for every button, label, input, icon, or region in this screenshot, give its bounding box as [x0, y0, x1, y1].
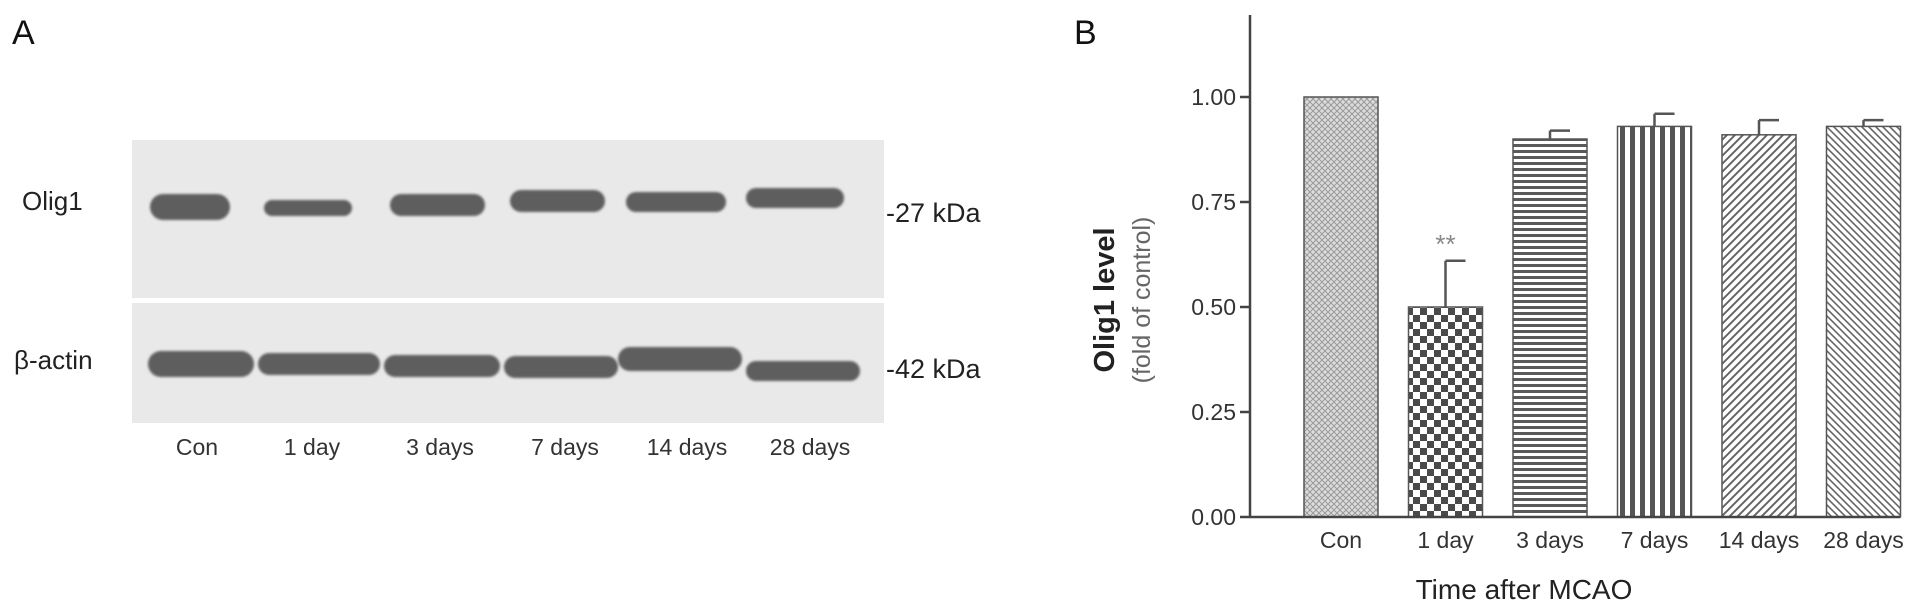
- blot-band: [746, 188, 844, 208]
- bar-1-day: [1407, 306, 1484, 518]
- bar-28-days: [1825, 125, 1902, 518]
- x-tick-label: Con: [1320, 527, 1362, 553]
- blot-strip-olig1: [132, 140, 884, 298]
- blot-band: [504, 356, 618, 378]
- blot-band: [510, 190, 605, 212]
- y-tick-label: 0.25: [1191, 399, 1236, 425]
- y-tick-label: 0.00: [1191, 504, 1236, 530]
- y-axis-label: Olig1 level: [1089, 227, 1121, 372]
- bar-3-days: [1512, 138, 1588, 518]
- error-bars-group: [1444, 112, 1884, 307]
- significance-annotation: **: [1435, 229, 1455, 259]
- bar-7-days: [1616, 125, 1693, 518]
- blot-lane-label: Con: [175, 434, 219, 460]
- blot-band: [264, 200, 352, 216]
- blot-strip-actin: [132, 303, 884, 423]
- x-tick-label: 14 days: [1719, 527, 1800, 553]
- panel-letter-a: A: [12, 14, 35, 52]
- blot-band: [150, 194, 230, 220]
- blot-band: [148, 351, 254, 377]
- blot-band: [618, 347, 742, 371]
- blot-lane-label: 28 days: [769, 434, 851, 460]
- bars-group: [1303, 96, 1902, 518]
- blot-band: [390, 194, 485, 216]
- blot-band: [626, 192, 726, 212]
- blot-band: [384, 355, 500, 377]
- panel-letter-b: B: [1074, 14, 1097, 52]
- blot-lane-label: 3 days: [406, 434, 474, 460]
- y-axis-sublabel: (fold of control): [1128, 217, 1156, 384]
- blot-lane-label: 7 days: [531, 434, 599, 460]
- blot-band: [746, 361, 860, 381]
- y-tick-label: 0.75: [1191, 189, 1236, 215]
- blot-row-label-olig1: Olig1: [22, 186, 83, 216]
- y-tick-label: 0.50: [1191, 294, 1236, 320]
- axes-group: Con 1 day 3 days 7 days 14 days 28 days ** 0.00…: [1191, 15, 1904, 553]
- blot-lane-label: 1 day: [283, 434, 341, 460]
- bar-chart: Con 1 day 3 days 7 days 14 days 28 days ** 0.00…: [1089, 15, 1904, 605]
- blot-size-label-actin: -42 kDa: [886, 354, 981, 384]
- blot-row-label-actin: β-actin: [14, 345, 93, 375]
- x-tick-label: 7 days: [1621, 527, 1689, 553]
- bar-14-days: [1721, 134, 1797, 518]
- bar-con: [1303, 96, 1379, 518]
- x-tick-label: 28 days: [1823, 527, 1904, 553]
- blot-lane-label: 14 days: [646, 434, 728, 460]
- x-tick-label: 1 day: [1417, 527, 1474, 553]
- y-tick-label: 1.00: [1191, 84, 1236, 110]
- x-tick-label: 3 days: [1516, 527, 1584, 553]
- blot-size-label-olig1: -27 kDa: [886, 198, 981, 228]
- x-axis-label: Time after MCAO: [1416, 574, 1633, 605]
- blot-band: [258, 353, 380, 375]
